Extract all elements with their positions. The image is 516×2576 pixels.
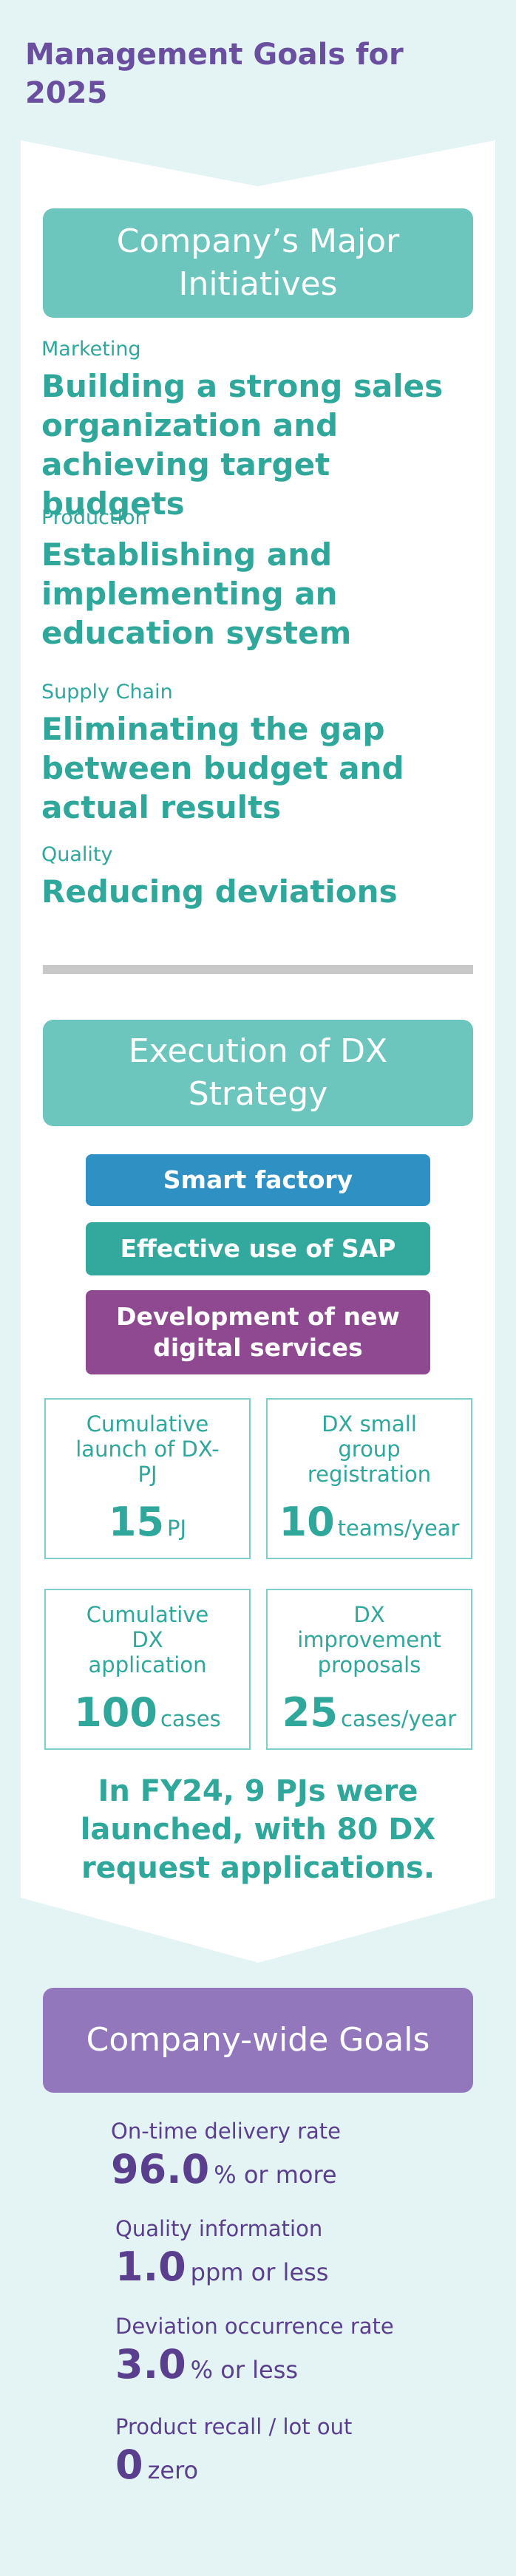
stat-unit: cases/year <box>340 1706 457 1731</box>
goal-label-quality-information: Quality information <box>115 2216 323 2241</box>
goal-value-quality-information: 1.0 ppm or less <box>115 2243 328 2290</box>
goal-unit: ppm or less <box>190 2258 329 2286</box>
stat-value: 100 cases <box>46 1689 249 1736</box>
initiatives-header: Company’s Major Initiatives <box>43 208 473 318</box>
goals-header: Company-wide Goals <box>43 1988 473 2093</box>
initiative-text-quality: Reducing deviations <box>41 873 398 910</box>
stat-box-dx-pj: Cumulative launch of DX-PJ 15 PJ <box>44 1398 251 1559</box>
initiative-category-quality: Quality <box>41 843 113 866</box>
initiative-text-marketing: Building a strong sales organization and… <box>41 368 444 522</box>
pill-smart-factory: Smart factory <box>86 1154 430 1206</box>
dx-header: Execution of DX Strategy <box>43 1020 473 1126</box>
goal-number: 0 <box>115 2442 143 2488</box>
goal-label-deviation-rate: Deviation occurrence rate <box>115 2314 394 2339</box>
stat-label: Cumulative launch of DX-PJ <box>75 1411 220 1487</box>
stat-unit: teams/year <box>337 1516 460 1541</box>
stat-unit: cases <box>160 1706 221 1731</box>
section-divider <box>43 965 473 974</box>
goal-number: 3.0 <box>115 2341 186 2388</box>
stat-number: 10 <box>279 1499 335 1545</box>
stat-label: DX improvement proposals <box>297 1602 441 1677</box>
dx-summary-note: In FY24, 9 PJs were launched, with 80 DX… <box>80 1774 436 1885</box>
goal-number: 96.0 <box>111 2146 210 2192</box>
stat-value: 15 PJ <box>46 1499 249 1545</box>
goal-label-product-recall: Product recall / lot out <box>115 2414 353 2439</box>
goal-unit: % or more <box>214 2161 337 2189</box>
initiative-text-production: Establishing and implementing an educati… <box>41 536 352 651</box>
goal-value-on-time-delivery: 96.0% or more <box>111 2146 337 2192</box>
goal-value-deviation-rate: 3.0% or less <box>115 2341 298 2388</box>
stat-label: DX small group registration <box>307 1411 432 1487</box>
stat-number: 100 <box>74 1689 157 1736</box>
goal-number: 1.0 <box>115 2243 186 2290</box>
stat-label: Cumulative DX application <box>86 1602 209 1677</box>
stat-number: 25 <box>282 1689 338 1736</box>
goal-value-product-recall: 0 zero <box>115 2442 198 2488</box>
stat-box-small-group: DX small group registration 10 teams/year <box>266 1398 472 1559</box>
initiative-category-production: Production <box>41 506 148 529</box>
stat-number: 15 <box>108 1499 165 1545</box>
stat-value: 25 cases/year <box>268 1689 471 1736</box>
goal-label-on-time-delivery: On-time delivery rate <box>111 2119 341 2144</box>
initiative-text-supply-chain: Eliminating the gap between budget and a… <box>41 711 404 825</box>
page-title: Management Goals for 2025 <box>25 38 404 110</box>
initiatives-panel: Company’s Major Initiatives Marketing Bu… <box>21 140 495 1963</box>
stat-box-improvement-proposals: DX improvement proposals 25 cases/year <box>266 1589 472 1750</box>
initiative-category-marketing: Marketing <box>41 338 141 361</box>
goal-unit: zero <box>147 2456 199 2484</box>
pill-effective-use-of-sap: Effective use of SAP <box>86 1222 430 1275</box>
pill-digital-services: Development of new digital services <box>86 1290 430 1374</box>
stat-box-dx-application: Cumulative DX application 100 cases <box>44 1589 251 1750</box>
initiative-category-supply-chain: Supply Chain <box>41 681 173 703</box>
goal-unit: % or less <box>190 2356 299 2384</box>
stat-value: 10 teams/year <box>268 1499 471 1545</box>
stat-unit: PJ <box>167 1516 187 1541</box>
